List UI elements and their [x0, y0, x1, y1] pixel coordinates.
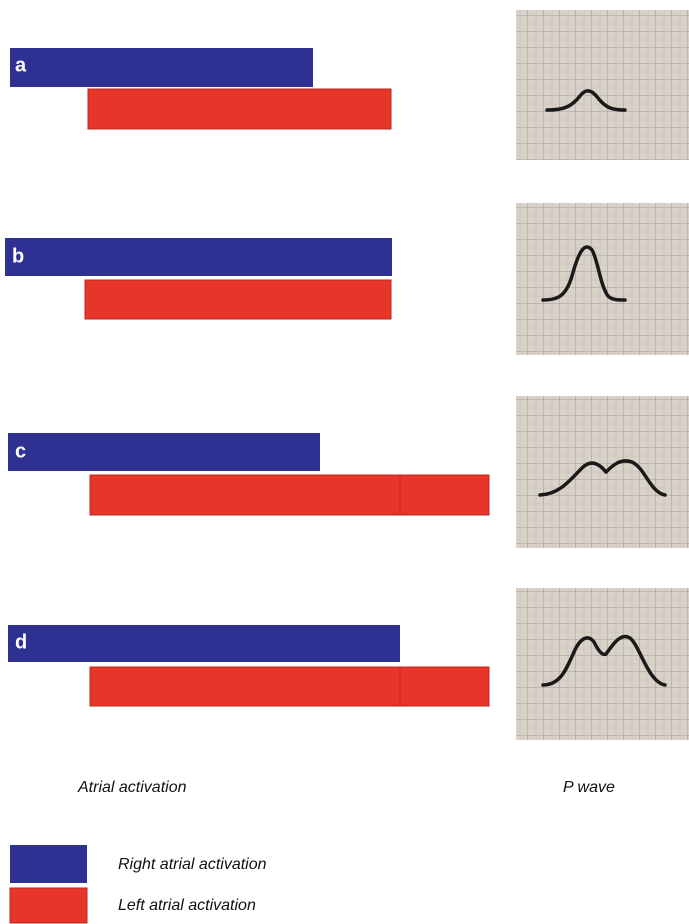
legend-swatch [10, 888, 87, 923]
legend-swatch [10, 845, 87, 883]
right-atrial-bar [8, 625, 400, 662]
right-atrial-bar [10, 48, 313, 87]
panel-label: c [15, 440, 26, 462]
right-atrial-bar [8, 433, 320, 471]
caption: Atrial activation [77, 779, 187, 796]
caption: P wave [563, 779, 615, 796]
panel-label: b [12, 245, 24, 267]
left-atrial-bar [88, 89, 391, 129]
ecg-paper [516, 10, 689, 160]
left-atrial-bar [90, 475, 489, 515]
right-atrial-bar [5, 238, 392, 276]
diagram: a b c d Atrial activation P wave Right a… [0, 0, 689, 924]
left-atrial-bar [85, 280, 391, 319]
ecg-paper [516, 588, 689, 740]
panel-label: a [15, 54, 27, 76]
legend-label: Right atrial activation [118, 856, 267, 873]
panel-label: d [15, 631, 27, 653]
left-atrial-bar [90, 667, 489, 706]
legend-label: Left atrial activation [118, 897, 256, 914]
ecg-paper [516, 396, 689, 548]
